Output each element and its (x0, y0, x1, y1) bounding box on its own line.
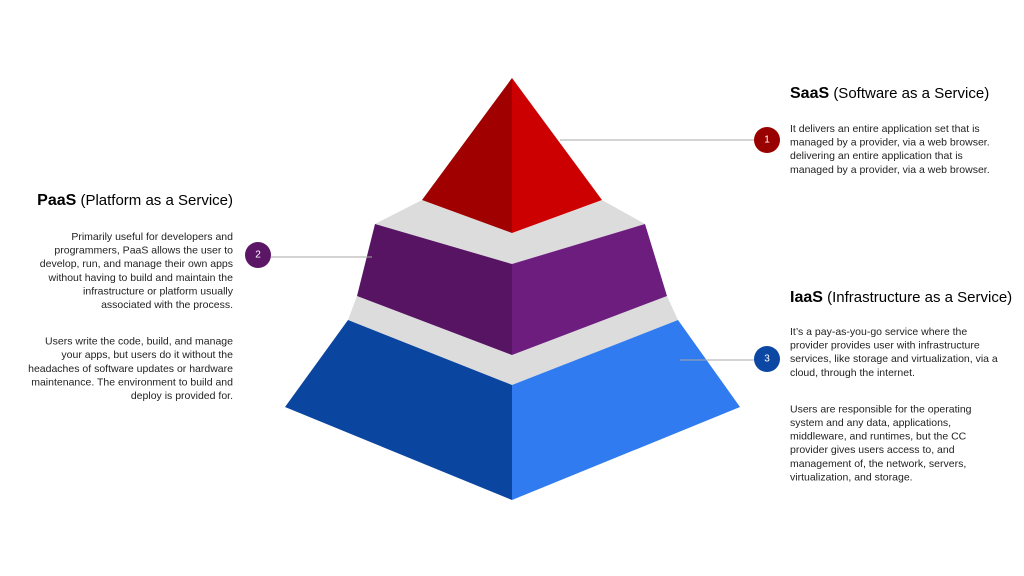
description-line: virtualization, and storage. (790, 471, 913, 483)
description-line: headaches of software updates or hardwar… (28, 363, 233, 375)
description-line: middleware, and runtimes, but the CC (790, 431, 967, 443)
tier-abbr: SaaS (790, 85, 829, 102)
description-line: services, like storage and virtualizatio… (790, 353, 998, 365)
description-line: without having to build and maintain the (48, 272, 234, 284)
badge-number: 2 (255, 250, 261, 261)
tier-heading: IaaS (Infrastructure as a Service) (790, 289, 1012, 306)
description-line: delivering an entire application that is (790, 150, 963, 162)
tier-face (422, 78, 512, 233)
tier-face (285, 320, 512, 500)
description-line: managed by a provider, via a web browser… (790, 137, 990, 149)
badge-number: 1 (764, 135, 770, 146)
description-line: Users write the code, build, and manage (45, 336, 233, 348)
description-line: deploy is provided for. (131, 390, 233, 402)
description-line: your apps, but users do it without the (61, 349, 233, 361)
description-line: cloud, through the internet. (790, 367, 915, 379)
tier-heading: SaaS (Software as a Service) (790, 85, 989, 102)
description-line: system and any data, applications, (790, 417, 951, 429)
tier-full: (Software as a Service) (833, 85, 989, 102)
shelf (348, 296, 678, 385)
description-line: Primarily useful for developers and (71, 231, 233, 243)
description-line: maintenance. The environment to build an… (31, 376, 233, 388)
description-line: associated with the process. (101, 299, 233, 311)
tier-full: (Platform as a Service) (80, 192, 233, 209)
shelf (375, 200, 645, 264)
badge-number: 3 (764, 354, 770, 365)
tier-abbr: IaaS (790, 289, 823, 306)
description-line: It’s a pay-as-you-go service where the (790, 326, 967, 338)
description-line: develop, run, and manage their own apps (40, 258, 233, 270)
tier-face (357, 224, 512, 355)
tier-heading: PaaS (Platform as a Service) (37, 192, 233, 209)
tier-full: (Infrastructure as a Service) (827, 289, 1012, 306)
badge (754, 127, 780, 153)
description-line: provider provides user with infrastructu… (790, 340, 980, 352)
description-line: provider gives users access to, and (790, 444, 955, 456)
description-line: programmers, PaaS allows the user to (54, 245, 233, 257)
tier-face (512, 320, 740, 500)
description-line: management of, the network, servers, (790, 458, 966, 470)
badge (245, 242, 271, 268)
tier-face (512, 78, 602, 233)
tier-abbr: PaaS (37, 192, 76, 209)
description-line: Users are responsible for the operating (790, 403, 972, 415)
tier-face (512, 224, 667, 355)
badge (754, 346, 780, 372)
description-line: managed by a provider, via a web browser… (790, 164, 990, 176)
description-line: It delivers an entire application set th… (790, 123, 980, 135)
texts: 1 SaaS (Software as a Service) It delivers… (28, 85, 1012, 483)
description-line: infrastructure or platform usually (83, 285, 234, 297)
